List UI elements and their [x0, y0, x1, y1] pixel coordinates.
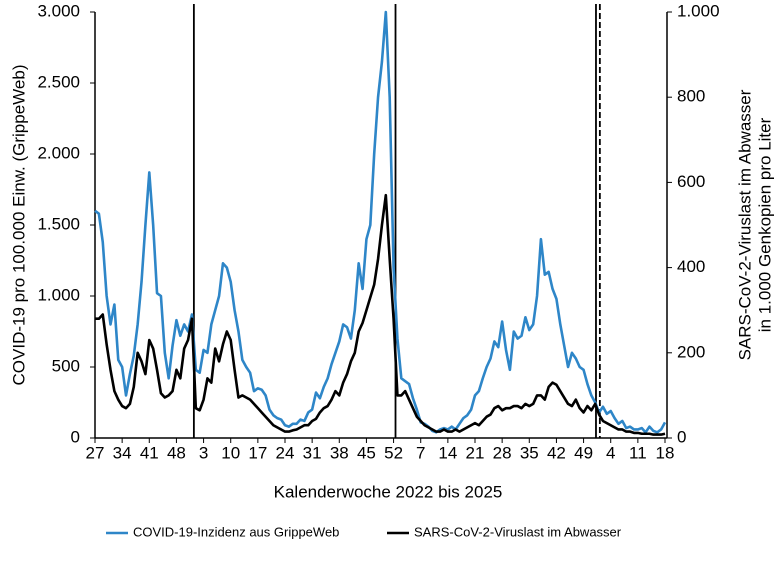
y2-tick-label: 800 [677, 87, 705, 106]
y-tick-label: 1.500 [37, 214, 80, 233]
legend-label: COVID-19-Inzidenz aus GrippeWeb [133, 524, 339, 539]
y-tick-label: 1.000 [37, 285, 80, 304]
x-tick-label: 17 [248, 443, 267, 462]
x-tick-label: 18 [656, 443, 675, 462]
y2-tick-label: 400 [677, 257, 705, 276]
y-axis-title: COVID-19 pro 100.000 Einw. (GrippeWeb) [9, 65, 28, 386]
x-tick-label: 45 [357, 443, 376, 462]
x-tick-label: 11 [629, 443, 647, 462]
x-tick-label: 21 [466, 443, 485, 462]
x-tick-label: 48 [167, 443, 186, 462]
x-tick-label: 14 [438, 443, 457, 462]
x-tick-label: 42 [547, 443, 566, 462]
x-tick-label: 35 [520, 443, 539, 462]
y2-axis-title: SARS-CoV-2-Viruslast im Abwasser [735, 89, 754, 360]
x-tick-label: 27 [86, 443, 105, 462]
y2-axis-title: in 1.000 Genkopien pro Liter [755, 117, 774, 332]
series-line [95, 193, 666, 436]
x-tick-label: 49 [574, 443, 593, 462]
x-tick-label: 24 [276, 443, 295, 462]
x-tick-label: 28 [493, 443, 512, 462]
y2-tick-label: 600 [677, 172, 705, 191]
x-tick-label: 3 [199, 443, 208, 462]
y-tick-label: 2.000 [37, 143, 80, 162]
y-tick-label: 0 [71, 427, 80, 446]
y2-tick-label: 0 [677, 427, 686, 446]
x-tick-label: 31 [303, 443, 322, 462]
x-axis-title: Kalenderwoche 2022 bis 2025 [274, 482, 503, 501]
legend-label: SARS-CoV-2-Viruslast im Abwasser [414, 524, 622, 539]
y2-tick-label: 1.000 [677, 1, 720, 20]
x-tick-label: 10 [221, 443, 240, 462]
x-tick-label: 52 [384, 443, 403, 462]
x-tick-label: 7 [416, 443, 425, 462]
x-tick-label: 34 [113, 443, 132, 462]
y-tick-label: 3.000 [37, 1, 80, 20]
y-tick-label: 500 [52, 356, 80, 375]
y-tick-label: 2.500 [37, 72, 80, 91]
x-tick-label: 38 [330, 443, 349, 462]
y2-tick-label: 200 [677, 342, 705, 361]
x-tick-label: 41 [140, 443, 159, 462]
x-tick-label: 4 [606, 443, 615, 462]
